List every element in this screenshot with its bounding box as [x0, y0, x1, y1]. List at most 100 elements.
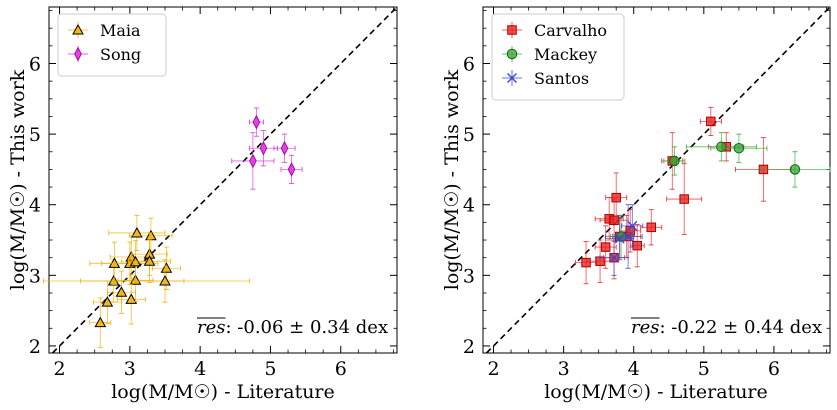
y-tick-label: 5 [29, 124, 41, 146]
data-point [666, 163, 703, 235]
y-tick-label: 3 [29, 265, 41, 287]
y-tick-label: 6 [29, 53, 41, 75]
legend-entry-santos: Santos [502, 69, 589, 88]
data-point [280, 154, 303, 184]
circle-marker [789, 164, 801, 175]
triangle-marker [143, 255, 156, 266]
residual-symbol: res [197, 317, 226, 338]
legend-box [57, 13, 167, 77]
x-tick-label: 4 [194, 358, 206, 380]
data-point [759, 151, 831, 188]
data-point [248, 107, 264, 137]
triangle-marker [94, 316, 107, 328]
circle-marker [733, 142, 745, 154]
legend-thin_diamond-marker [74, 46, 82, 62]
data-point [273, 133, 296, 163]
axis-ticks: 22 3 3 4 4 5 5 6 6 [29, 7, 397, 380]
triangle-marker [101, 296, 114, 307]
series-mackey [610, 132, 831, 259]
square-marker [679, 194, 689, 204]
x-tick-label: 6 [768, 358, 780, 380]
x-axis-label: log(M/M☉) - Literature [111, 381, 335, 403]
thin_diamond-marker [252, 114, 261, 130]
y-tick-label: 2 [29, 336, 41, 358]
square-marker [600, 242, 611, 252]
series-maia [42, 214, 250, 348]
square-marker [706, 116, 716, 127]
triangle-marker [115, 286, 128, 297]
residual-text: res: -0.22 ± 0.44 dex [631, 317, 822, 338]
data-point [613, 204, 643, 269]
triangle-marker [145, 229, 157, 241]
square-marker [632, 240, 642, 251]
x-axis-label: log(M/M☉) - Literature [544, 381, 768, 403]
square-marker [609, 215, 619, 225]
residual-symbol: res [631, 317, 660, 338]
data-point [699, 106, 722, 136]
data-point [116, 274, 146, 325]
x-tick-label: 5 [698, 358, 710, 380]
x-stroke [627, 220, 638, 231]
one-to-one-line [51, 6, 398, 354]
legend-entry-song: Song [68, 45, 141, 64]
data-point [121, 240, 150, 284]
x-tick-label: 6 [335, 358, 347, 380]
legend-label: Song [100, 45, 141, 64]
data-point [663, 146, 686, 176]
data-point [231, 132, 275, 190]
legend-label: Mackey [534, 45, 597, 64]
plot-frame [482, 6, 831, 354]
right-panel: 22 3 3 4 4 5 5 6 6 Carvalho Mackey Santos res: -0.… [441, 6, 831, 403]
legend-circle-marker [506, 48, 518, 60]
legend: Carvalho Mackey Santos [491, 13, 625, 101]
triangle-marker [159, 274, 171, 286]
legend-square-marker [507, 25, 517, 35]
one-to-one-line [485, 6, 831, 354]
data-point [129, 217, 173, 254]
circle-marker [716, 141, 727, 153]
series-song [231, 107, 303, 190]
residual-text: res: -0.06 ± 0.34 dex [197, 317, 388, 338]
residual-annotation: res: -0.06 ± 0.34 dex [197, 317, 388, 338]
x-tick-label: 5 [264, 358, 276, 380]
x-tick-label: 3 [558, 358, 570, 380]
legend-entry-mackey: Mackey [502, 45, 597, 64]
data-point [151, 246, 181, 290]
data-point [106, 270, 136, 314]
data-series [42, 107, 303, 348]
x-stroke [609, 252, 620, 263]
thin_diamond-marker [280, 140, 289, 156]
data-point [605, 172, 628, 223]
legend-entry-maia: Maia [68, 21, 141, 40]
thin_diamond-marker [287, 162, 296, 177]
x-stroke [507, 73, 517, 83]
x-stroke [623, 231, 634, 242]
axis-ticks: 22 3 3 4 4 5 5 6 6 [463, 7, 830, 380]
thin_diamond-marker [249, 153, 257, 169]
one-to-one-line [51, 6, 398, 354]
data-point [621, 204, 644, 248]
left-panel: 22 3 3 4 4 5 5 6 6 Maia Song res: -0.06 ± 0.34 de… [7, 6, 398, 403]
series-santos [599, 204, 644, 276]
x-tick-label: 4 [628, 358, 640, 380]
square-marker [611, 192, 621, 203]
y-axis-label: log(M/M☉) - This work [7, 69, 29, 290]
y-axis-label: log(M/M☉) - This work [441, 69, 463, 290]
data-point [89, 297, 112, 348]
data-point [640, 209, 663, 246]
legend-box [491, 13, 625, 101]
y-tick-label: 3 [463, 265, 475, 287]
x-marker [609, 252, 620, 263]
square-marker [646, 222, 656, 233]
triangle-marker [160, 262, 173, 273]
y-tick-label: 5 [463, 124, 475, 146]
y-tick-label: 4 [29, 195, 41, 217]
legend: Maia Song [57, 13, 167, 77]
legend-triangle-marker [72, 23, 84, 35]
x-marker [627, 220, 638, 231]
x-tick-label: 2 [487, 358, 499, 380]
legend-x-marker [507, 73, 517, 83]
data-point [594, 225, 617, 269]
triangle-marker [131, 226, 143, 238]
data-point [80, 259, 250, 303]
